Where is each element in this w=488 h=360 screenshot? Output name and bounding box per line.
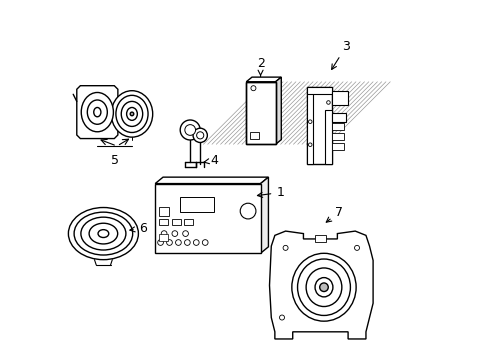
- Ellipse shape: [297, 259, 350, 315]
- Bar: [331, 123, 343, 130]
- Ellipse shape: [111, 91, 152, 137]
- Text: 4: 4: [203, 154, 218, 167]
- Polygon shape: [269, 231, 372, 339]
- Ellipse shape: [314, 278, 332, 297]
- Bar: [159, 219, 167, 225]
- Circle shape: [166, 240, 172, 246]
- Ellipse shape: [116, 95, 148, 132]
- Circle shape: [279, 315, 284, 320]
- Circle shape: [319, 283, 327, 292]
- Text: 2: 2: [256, 57, 264, 76]
- Polygon shape: [246, 77, 281, 82]
- Bar: [314, 235, 325, 242]
- Text: 6: 6: [130, 222, 146, 235]
- Circle shape: [250, 86, 255, 91]
- Circle shape: [161, 231, 166, 237]
- Bar: [306, 87, 331, 94]
- Bar: [325, 110, 331, 164]
- Bar: [159, 207, 169, 216]
- Polygon shape: [260, 177, 268, 253]
- Circle shape: [308, 143, 311, 147]
- Circle shape: [202, 240, 207, 246]
- Circle shape: [193, 240, 199, 246]
- Circle shape: [172, 231, 177, 237]
- Circle shape: [240, 203, 255, 219]
- Circle shape: [184, 125, 195, 135]
- Bar: [159, 234, 167, 241]
- Circle shape: [308, 120, 311, 123]
- Bar: [331, 143, 343, 150]
- Text: 5: 5: [111, 154, 119, 167]
- Ellipse shape: [81, 93, 113, 132]
- Ellipse shape: [68, 207, 138, 260]
- Bar: [306, 87, 331, 164]
- Bar: [180, 197, 214, 212]
- Bar: [184, 219, 193, 225]
- Ellipse shape: [126, 108, 137, 120]
- Circle shape: [193, 128, 207, 143]
- Circle shape: [180, 120, 200, 140]
- Ellipse shape: [89, 223, 118, 244]
- Bar: [171, 219, 180, 225]
- Ellipse shape: [81, 217, 125, 250]
- Bar: [249, 132, 258, 139]
- Ellipse shape: [291, 253, 355, 321]
- Circle shape: [354, 246, 359, 250]
- Circle shape: [130, 112, 134, 116]
- Circle shape: [183, 231, 188, 237]
- Bar: [155, 184, 260, 253]
- Bar: [246, 82, 275, 144]
- Ellipse shape: [121, 102, 142, 126]
- Bar: [306, 87, 313, 164]
- Ellipse shape: [305, 268, 341, 306]
- Bar: [331, 91, 347, 105]
- Bar: [331, 113, 346, 122]
- Circle shape: [326, 101, 329, 104]
- Bar: [246, 82, 275, 144]
- Polygon shape: [77, 86, 118, 139]
- Text: 1: 1: [257, 186, 284, 199]
- Ellipse shape: [74, 212, 132, 255]
- Circle shape: [196, 132, 203, 139]
- Ellipse shape: [87, 100, 107, 124]
- Polygon shape: [275, 77, 281, 144]
- Circle shape: [175, 240, 181, 246]
- Bar: [331, 133, 343, 140]
- Text: 7: 7: [325, 206, 343, 222]
- Ellipse shape: [94, 108, 101, 117]
- Circle shape: [184, 240, 190, 246]
- Circle shape: [157, 240, 163, 246]
- Circle shape: [283, 246, 287, 250]
- Ellipse shape: [98, 230, 108, 238]
- Text: 3: 3: [331, 40, 349, 69]
- Polygon shape: [155, 177, 268, 184]
